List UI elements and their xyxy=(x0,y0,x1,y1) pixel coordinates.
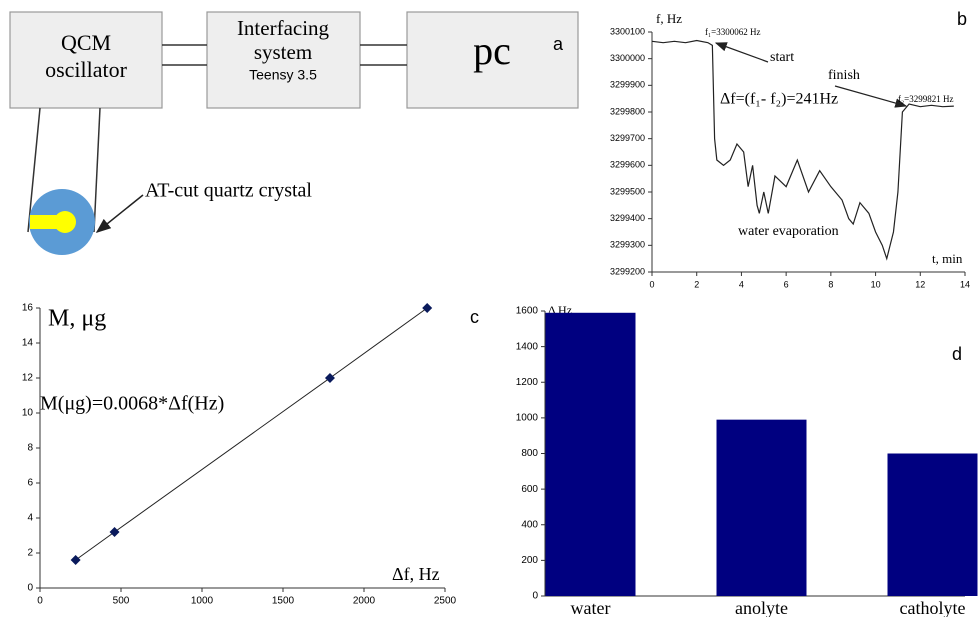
block-label: pc xyxy=(473,28,511,73)
x-tick-label: 1000 xyxy=(191,596,214,607)
y-tick-label: 3299300 xyxy=(610,240,645,250)
x-tick-label: 10 xyxy=(871,279,881,289)
block-label: QCM xyxy=(61,30,111,55)
x-tick-label: 12 xyxy=(915,279,925,289)
x-axis-label: Δf, Hz xyxy=(392,564,440,584)
figure: QCM oscillator Interfacing system Teensy… xyxy=(0,0,978,617)
x-tick-label: 6 xyxy=(784,279,789,289)
point xyxy=(325,373,335,383)
panel-letter: b xyxy=(957,9,967,29)
x-tick-label: 8 xyxy=(828,279,833,289)
y-tick-label: 3299500 xyxy=(610,186,645,196)
fit-line xyxy=(76,308,428,560)
x-tick-label: 0 xyxy=(649,279,654,289)
y-tick-label: 3299400 xyxy=(610,213,645,223)
y-axis-label: f, Hz xyxy=(656,11,682,26)
panel-letter: a xyxy=(553,34,564,54)
y-tick-label: 800 xyxy=(521,448,538,459)
y-tick-label: 400 xyxy=(521,519,538,530)
x-tick-label: 2000 xyxy=(353,596,376,607)
x-tick-label: 500 xyxy=(113,596,130,607)
y-tick-label: 0 xyxy=(27,583,33,594)
y-tick-label: 3299800 xyxy=(610,106,645,116)
annotation: f₁=3300062 Hz xyxy=(705,27,760,37)
y-tick-label: 4 xyxy=(27,513,33,524)
arrow xyxy=(97,195,143,232)
x-axis-label: t, min xyxy=(932,251,963,266)
block-label: system xyxy=(254,40,312,64)
x-tick-label: water xyxy=(571,598,611,617)
y-tick-label: 1200 xyxy=(516,377,539,388)
x-tick-label: catholyte xyxy=(900,598,966,617)
annotation: Δf=(f₁- f₂)=241Hz xyxy=(720,91,838,108)
x-tick-label: 2500 xyxy=(434,596,457,607)
x-tick-label: 2 xyxy=(694,279,699,289)
panel-letter: d xyxy=(952,344,962,364)
annotation: M(μg)=0.0068*Δf(Hz) xyxy=(40,393,224,415)
y-tick-label: 3300100 xyxy=(610,26,645,36)
y-tick-label: 3300000 xyxy=(610,53,645,63)
y-tick-label: 3299700 xyxy=(610,133,645,143)
y-tick-label: 3299200 xyxy=(610,266,645,276)
y-tick-label: 1000 xyxy=(516,413,539,424)
y-tick-label: 1600 xyxy=(516,306,539,317)
y-tick-label: 10 xyxy=(22,408,34,419)
y-tick-label: 600 xyxy=(521,484,538,495)
annotation: water evaporation xyxy=(738,224,839,239)
y-axis-label: M, μg xyxy=(48,306,106,332)
panel-letter: c xyxy=(470,307,479,327)
point xyxy=(71,555,81,565)
x-tick-label: 1500 xyxy=(272,596,295,607)
y-tick-label: 6 xyxy=(27,478,33,489)
y-tick-label: 12 xyxy=(22,373,34,384)
y-tick-label: 14 xyxy=(22,338,34,349)
y-tick-label: 3299600 xyxy=(610,160,645,170)
y-tick-label: 200 xyxy=(521,555,538,566)
y-tick-label: 0 xyxy=(532,591,538,602)
y-tick-label: 8 xyxy=(27,443,33,454)
x-tick-label: 14 xyxy=(960,279,970,289)
y-tick-label: 1400 xyxy=(516,341,539,352)
y-tick-label: 2 xyxy=(27,548,33,559)
x-tick-label: 0 xyxy=(37,596,43,607)
block-label: oscillator xyxy=(45,57,128,82)
annotation: f₂=3299821 Hz xyxy=(898,94,953,104)
point xyxy=(110,527,120,537)
bar xyxy=(888,454,978,597)
y-tick-label: 3299900 xyxy=(610,80,645,90)
annotation: finish xyxy=(828,68,860,83)
arrow xyxy=(835,86,906,106)
bar xyxy=(546,313,636,596)
arrow xyxy=(716,43,768,62)
bar xyxy=(717,420,807,596)
x-tick-label: 4 xyxy=(739,279,744,289)
annotation: start xyxy=(770,50,794,65)
block-sublabel: Teensy 3.5 xyxy=(249,67,317,83)
x-tick-label: anolyte xyxy=(735,598,788,617)
crystal-label: AT-cut quartz crystal xyxy=(145,180,312,202)
electrode-pad xyxy=(54,211,76,233)
point xyxy=(422,303,432,313)
diagram: QCM oscillator Interfacing system Teensy… xyxy=(10,12,578,255)
y-tick-label: 16 xyxy=(22,303,34,314)
block-label: Interfacing xyxy=(237,16,330,40)
